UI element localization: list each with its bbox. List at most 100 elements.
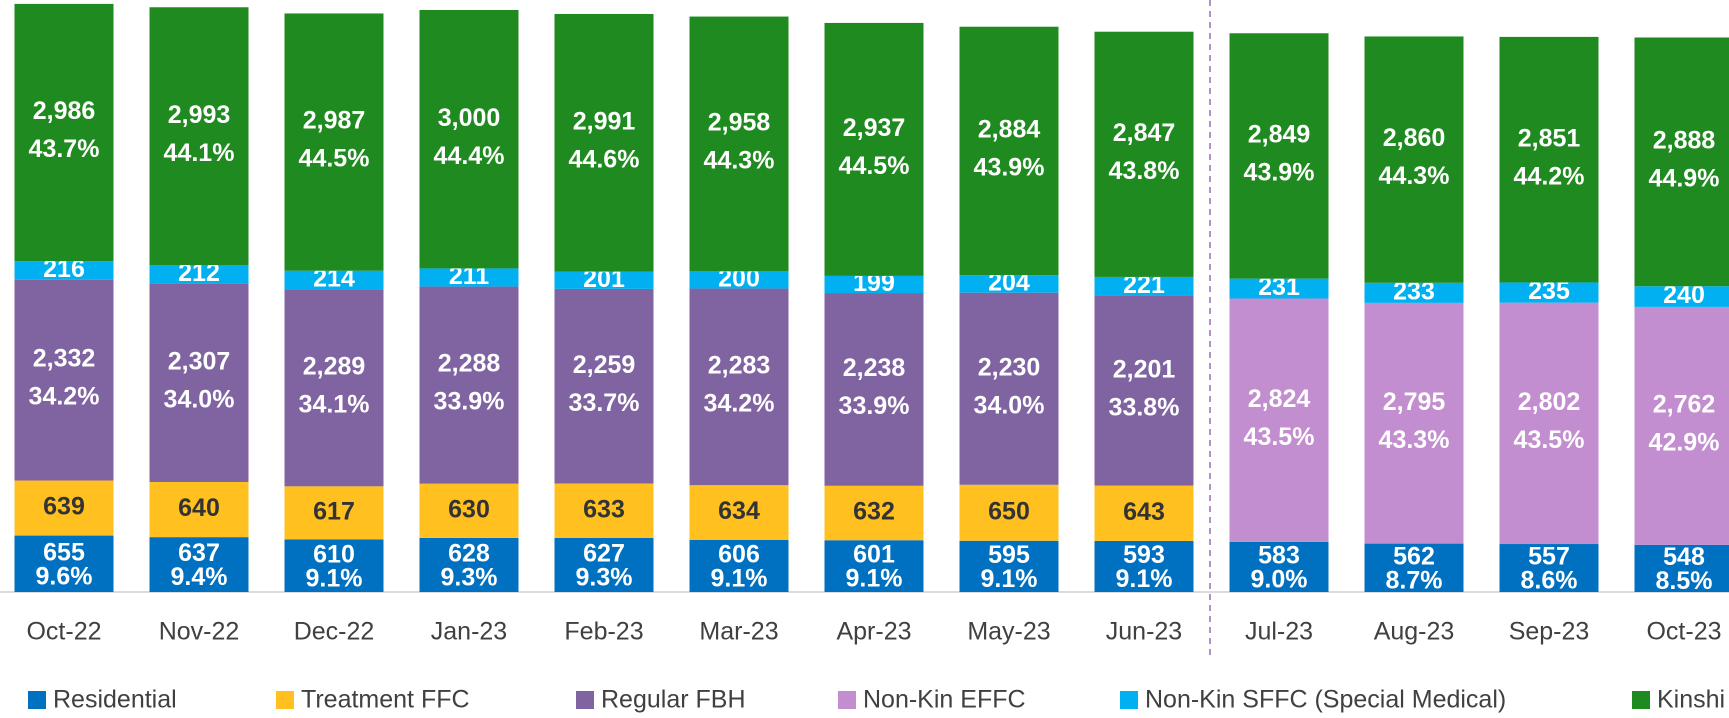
share-label: 33.8% [1109, 393, 1180, 421]
bar-segment [149, 537, 249, 592]
share-label: 9.4% [171, 563, 228, 591]
value-label: 655 [43, 538, 85, 566]
share-label: 44.1% [164, 139, 235, 167]
share-label: 33.9% [434, 388, 505, 416]
share-label: 9.1% [846, 565, 903, 593]
x-tick-label: May-23 [967, 618, 1050, 646]
bar-segment [1229, 33, 1329, 279]
bar-segment [1229, 298, 1329, 542]
share-label: 42.9% [1649, 428, 1720, 456]
bar-segment [1634, 286, 1729, 307]
legend-swatch [1120, 691, 1138, 709]
legend-label: Non-Kin EFFC [863, 686, 1026, 714]
value-label: 640 [178, 494, 220, 522]
bar-segment [1229, 278, 1329, 299]
bar-segment [149, 265, 249, 284]
bar-segment [1499, 302, 1599, 545]
legend-swatch [276, 691, 294, 709]
value-label: 601 [853, 541, 895, 569]
bar-segment [959, 484, 1059, 541]
bar-segment [689, 288, 789, 486]
bar-segment [14, 535, 114, 592]
share-label: 43.8% [1109, 157, 1180, 185]
x-tick-label: Jan-23 [431, 618, 507, 646]
legend-label: Non-Kin SFFC (Special Medical) [1145, 686, 1506, 714]
value-label: 628 [448, 540, 490, 568]
share-label: 9.3% [441, 564, 498, 592]
bar-segment [1094, 540, 1194, 592]
value-label: 617 [313, 497, 355, 525]
share-label: 34.2% [29, 383, 100, 411]
bar-segment [1364, 282, 1464, 303]
bar-segment [1634, 306, 1729, 545]
bar-segment [1499, 282, 1599, 303]
share-label: 8.7% [1386, 566, 1443, 594]
value-label: 3,000 [438, 104, 501, 132]
bar-segment [689, 271, 789, 289]
bar-segment [419, 268, 519, 287]
bar-segment [14, 3, 114, 262]
legend-swatch [576, 691, 594, 709]
value-label: 595 [988, 541, 1030, 569]
bar-segment [1499, 36, 1599, 283]
share-label: 9.6% [36, 562, 93, 590]
bar-segment [554, 483, 654, 538]
share-label: 9.1% [306, 564, 363, 592]
value-label: 2,888 [1653, 126, 1716, 154]
share-label: 44.4% [434, 142, 505, 170]
share-label: 9.3% [576, 564, 633, 592]
share-label: 44.5% [299, 145, 370, 173]
value-label: 637 [178, 539, 220, 567]
bar-segment [959, 292, 1059, 485]
value-label: 2,762 [1653, 390, 1716, 418]
bar-segment [1364, 36, 1464, 283]
bar-segment [419, 286, 519, 484]
bar-segment [689, 485, 789, 540]
share-label: 34.1% [299, 390, 370, 418]
bar-segment [14, 261, 114, 280]
bar-segment [959, 275, 1059, 293]
legend-swatch [838, 691, 856, 709]
bar-segment [554, 537, 654, 592]
bar-segment [1094, 295, 1194, 486]
bar-segment [419, 10, 519, 269]
bar-segment [1364, 302, 1464, 544]
value-label: 2,307 [168, 347, 231, 375]
value-label: 2,288 [438, 350, 501, 378]
value-label: 2,238 [843, 354, 906, 382]
bar-segment [824, 293, 924, 486]
bar-segment [284, 270, 384, 290]
share-label: 8.6% [1521, 567, 1578, 595]
value-label: 643 [1123, 498, 1165, 526]
value-label: 2,795 [1383, 388, 1446, 416]
value-label: 2,849 [1248, 121, 1311, 149]
bar-segment [554, 271, 654, 289]
bar-segment [149, 482, 249, 538]
share-label: 44.9% [1649, 164, 1720, 192]
value-label: 2,259 [573, 351, 636, 379]
bar-segment [14, 279, 114, 481]
bar-segment [959, 540, 1059, 592]
share-label: 34.0% [164, 385, 235, 413]
value-label: 2,824 [1248, 385, 1311, 413]
x-tick-label: Jun-23 [1106, 618, 1182, 646]
x-tick-label: Aug-23 [1374, 618, 1455, 646]
value-label: 2,991 [573, 107, 636, 135]
value-label: 634 [718, 497, 760, 525]
share-label: 43.5% [1514, 426, 1585, 454]
share-label: 44.3% [704, 147, 775, 175]
bar-segment [1229, 541, 1329, 592]
share-label: 9.1% [1116, 565, 1173, 593]
bar-segment [824, 485, 924, 541]
share-label: 9.1% [711, 565, 768, 593]
x-tick-label: Apr-23 [836, 618, 911, 646]
x-tick-label: Sep-23 [1509, 618, 1590, 646]
bar-segment [149, 283, 249, 483]
legend-label: Residential [53, 686, 177, 714]
value-label: 2,289 [303, 352, 366, 380]
bar-segment [554, 13, 654, 272]
legend-label: Regular FBH [601, 686, 746, 714]
value-label: 2,201 [1113, 355, 1176, 383]
value-label: 593 [1123, 541, 1165, 569]
